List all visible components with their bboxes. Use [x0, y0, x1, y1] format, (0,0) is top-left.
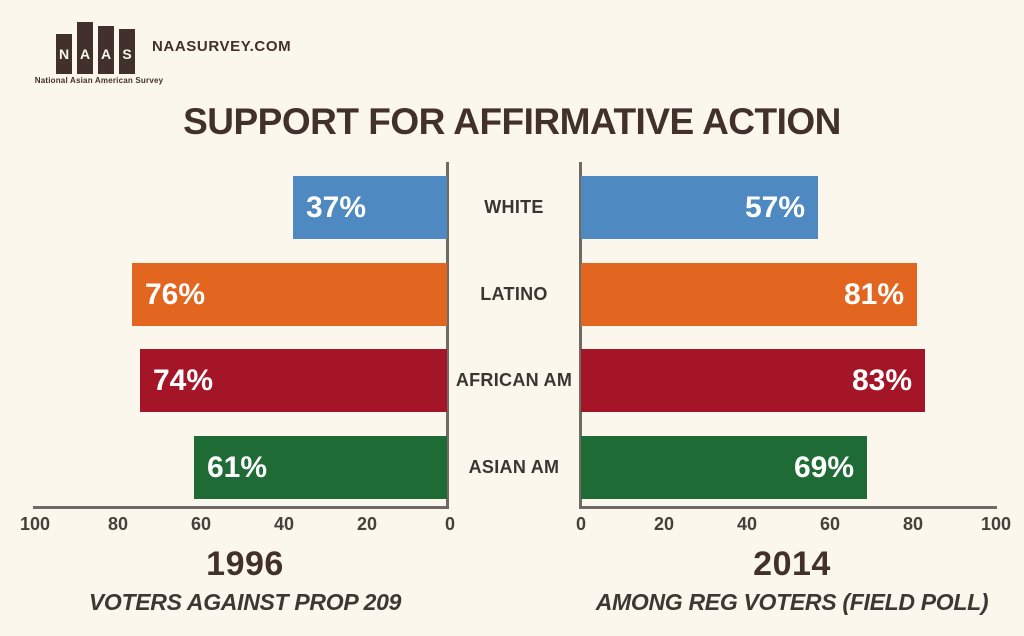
category-label-white: WHITE [484, 196, 544, 217]
bar-value-label: 61% [207, 450, 268, 484]
bar-1996-african-am: 74% [140, 349, 447, 412]
left-axis-tick-60: 60 [190, 514, 212, 534]
bar-1996-white: 37% [293, 176, 447, 239]
right-chart-year: 2014 [753, 545, 831, 583]
bar-value-label: 69% [793, 450, 854, 484]
bar-1996-asian-am: 61% [194, 436, 447, 499]
left-axis-tick-80: 80 [107, 514, 129, 534]
left-chart-caption: VOTERS AGAINST PROP 209 [88, 589, 402, 616]
left-chart-x-axis [33, 506, 449, 509]
logo-letter: A [100, 46, 112, 62]
left-chart-footer: 1996 VOTERS AGAINST PROP 209 [25, 545, 465, 616]
right-axis-tick-20: 20 [653, 514, 675, 534]
right-chart-x-axis [579, 506, 997, 509]
bar-value-label: 74% [153, 363, 214, 397]
logo-bar: N [56, 34, 72, 74]
bar-1996-latino: 76% [132, 263, 447, 326]
left-chart-baseline [446, 162, 449, 509]
logo-tagline: National Asian American Survey [34, 76, 164, 85]
left-chart-year: 1996 [206, 545, 284, 583]
left-axis-tick-0: 0 [444, 514, 455, 534]
right-chart-caption: AMONG REG VOTERS (FIELD POLL) [595, 589, 989, 616]
bar-value-label: 76% [145, 277, 206, 311]
bar-value-label: 57% [744, 190, 805, 224]
left-axis-tick-100: 100 [19, 514, 51, 534]
page-title: SUPPORT FOR AFFIRMATIVE ACTION [183, 101, 841, 142]
right-axis-tick-0: 0 [575, 514, 586, 534]
category-label-asian-am: ASIAN AM [468, 456, 560, 477]
left-axis-tick-20: 20 [356, 514, 378, 534]
logo-letter: S [122, 46, 132, 62]
logo-bar: S [119, 29, 135, 74]
left-axis-tick-40: 40 [273, 514, 295, 534]
right-axis-tick-40: 40 [736, 514, 758, 534]
bar-value-label: 83% [851, 363, 912, 397]
logo-bar: A [77, 22, 93, 74]
right-axis-tick-100: 100 [980, 514, 1012, 534]
right-axis-tick-80: 80 [902, 514, 924, 534]
bar-2014-white: 57% [581, 176, 818, 239]
logo-bar: A [98, 26, 114, 74]
category-label-latino: LATINO [480, 283, 548, 304]
right-chart-footer: 2014 AMONG REG VOTERS (FIELD POLL) [560, 545, 1024, 616]
bar-2014-latino: 81% [581, 263, 917, 326]
bar-value-label: 37% [306, 190, 367, 224]
site-name: NAASURVEY.COM [152, 38, 292, 55]
right-chart-baseline [579, 162, 582, 509]
category-label-african-am: AFRICAN AM [455, 369, 573, 390]
right-axis-tick-60: 60 [819, 514, 841, 534]
logo-letter: A [79, 46, 91, 62]
logo-letter: N [58, 46, 70, 62]
bar-2014-asian-am: 69% [581, 436, 867, 499]
bar-value-label: 81% [843, 277, 904, 311]
bar-2014-african-am: 83% [581, 349, 925, 412]
